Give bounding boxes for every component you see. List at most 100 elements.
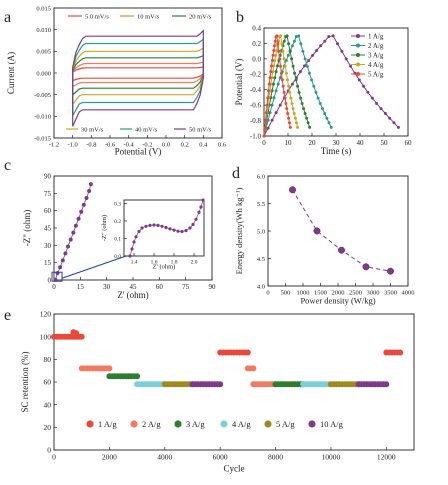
gcd-series-3-point xyxy=(288,90,292,94)
cycle-x-tick-label: 8000 xyxy=(268,453,283,462)
gcd-series-1-point xyxy=(314,90,318,94)
eis-x-tick-label: 45 xyxy=(130,283,138,291)
gcd-series-1-point xyxy=(276,82,280,86)
eis-inset-curve xyxy=(129,199,204,257)
eis-inset-plot-frame xyxy=(123,199,205,257)
eis-x-tick-label: 90 xyxy=(209,283,217,291)
gcd-series-4-point xyxy=(267,89,270,93)
eis-y-tick-label: 75 xyxy=(44,190,52,198)
gcd-series-2-point xyxy=(296,84,300,88)
cv-legend-label: 10 mV/s xyxy=(137,14,160,21)
gcd-series-1-point xyxy=(325,116,329,120)
gcd-series-2-point xyxy=(285,34,289,38)
eis-y-axis-label: -Z" (ohm) xyxy=(22,210,32,246)
gcd-series-2-point xyxy=(306,121,310,125)
cycle-series-1-point xyxy=(250,365,257,372)
gcd-legend-label: 2 A/g xyxy=(368,42,384,50)
gcd-series-3-point xyxy=(293,116,297,120)
gcd-series-0-point xyxy=(349,64,353,68)
gcd-series-2-point xyxy=(291,64,295,68)
cv-y-tick-label: -0.005 xyxy=(34,92,51,99)
gcd-series-3-point xyxy=(283,64,287,68)
cycle-legend-label: 4 A/g xyxy=(232,419,251,429)
gcd-legend-label: 1 A/g xyxy=(368,33,384,41)
cv-x-tick-label: -0.8 xyxy=(86,142,96,149)
gcd-series-0-point xyxy=(396,125,400,129)
gcd-series-1-point xyxy=(272,96,276,100)
cycle-y-tick-label: 0 xyxy=(47,446,51,455)
cycle-y-tick-label: 120 xyxy=(40,310,52,319)
cycle-legend-label: 1 A/g xyxy=(98,419,117,429)
cycle-series-2-point xyxy=(134,373,141,380)
cycle-y-tick-label: 100 xyxy=(40,332,52,341)
cv-legend-label: 40 mV/s xyxy=(135,127,158,134)
gcd-series-4-point xyxy=(269,70,273,74)
gcd-series-4-point xyxy=(271,53,275,57)
gcd-series-1-point xyxy=(301,49,305,53)
eis-x-tick-label: 75 xyxy=(182,283,190,291)
cycle-y-tick-label: 40 xyxy=(44,400,52,409)
gcd-series-1-point xyxy=(310,78,314,82)
ragone-y-tick-label: 4.5 xyxy=(257,256,265,263)
eis-y-tick-label: 45 xyxy=(44,224,52,232)
gcd-series-3-point xyxy=(296,125,300,129)
gcd-series-0-point xyxy=(266,126,270,130)
gcd-series-2-point xyxy=(288,49,292,53)
cv-x-tick-label: -0.4 xyxy=(124,142,135,149)
gcd-series-2-point xyxy=(297,90,301,94)
cv-x-tick-label: 0.2 xyxy=(181,142,189,149)
cv-series-2-curve xyxy=(72,54,204,97)
gcd-series-1-point xyxy=(290,44,294,48)
gcd-series-0-point xyxy=(307,59,311,62)
gcd-series-2-point xyxy=(287,42,291,46)
eis-x-tick-label: 60 xyxy=(156,283,164,291)
gcd-series-2-point xyxy=(282,39,286,43)
gcd-series-1-point xyxy=(270,103,274,107)
gcd-x-tick-label: 60 xyxy=(405,139,413,147)
cv-x-tick-label: 0.6 xyxy=(218,142,227,149)
panel-b: b 0 10 20 30 40 50 60 -1.0 -0.8 -0.6 -0.4 -0.2 0.0 0.2… xyxy=(234,9,412,156)
gcd-x-tick-label: 20 xyxy=(309,139,317,147)
panel-label-a: a xyxy=(4,9,11,26)
cycle-x-tick-label: 2000 xyxy=(102,453,117,462)
eis-inset-x-tick-label: 1.8 xyxy=(171,260,178,266)
ragone-curve xyxy=(292,189,391,272)
panel-d: d 0 500 1000 1500 2000 2500 3000 3500 4000 4.0 4.5 5… xyxy=(232,165,415,306)
gcd-series-4-point xyxy=(270,59,274,62)
cycle-legend-marker xyxy=(220,420,228,428)
gcd-series-4-point xyxy=(280,78,284,82)
gcd-series-4-point xyxy=(262,134,266,138)
gcd-series-0-point xyxy=(383,112,387,115)
gcd-series-2-point xyxy=(290,57,294,61)
ragone-y-tick-label: 6.0 xyxy=(257,173,265,180)
gcd-series-1-point xyxy=(318,102,322,105)
gcd-series-4-point xyxy=(273,39,277,43)
gcd-series-4-point xyxy=(285,107,289,111)
gcd-series-4-point xyxy=(282,90,286,94)
ragone-y-tick-label: 5.5 xyxy=(257,201,265,208)
gcd-legend-marker xyxy=(356,34,360,38)
gcd-legend-label: 4 A/g xyxy=(368,61,384,69)
gcd-series-4-point xyxy=(267,82,271,86)
eis-inset-x-tick-label: 1.4 xyxy=(131,260,138,266)
gcd-series-1-point xyxy=(278,76,282,80)
gcd-series-0-point xyxy=(370,96,374,100)
gcd-series-4-point xyxy=(283,96,287,100)
cycle-series-5-point xyxy=(217,381,224,388)
gcd-series-0-point xyxy=(388,116,392,120)
gcd-series-4-point xyxy=(268,76,272,80)
cv-y-tick-label: 0.015 xyxy=(36,5,51,12)
cv-y-axis-label: Current (A) xyxy=(6,52,16,94)
cycle-series-1-point xyxy=(106,365,113,372)
panel-label-b: b xyxy=(236,9,244,26)
gcd-series-1-point xyxy=(284,59,288,62)
cycle-series-5-point xyxy=(383,381,390,388)
eis-zoom-box xyxy=(51,271,63,282)
gcd-y-tick-label: 0.0 xyxy=(252,55,261,63)
eis-inset-y-tick-label: 0.1 xyxy=(114,236,121,242)
ragone-point xyxy=(313,227,321,235)
gcd-series-1-point xyxy=(321,107,324,111)
gcd-series-0-point xyxy=(311,53,315,57)
gcd-y-tick-label: -0.6 xyxy=(250,102,262,110)
cycle-y-tick-label: 60 xyxy=(44,378,52,387)
